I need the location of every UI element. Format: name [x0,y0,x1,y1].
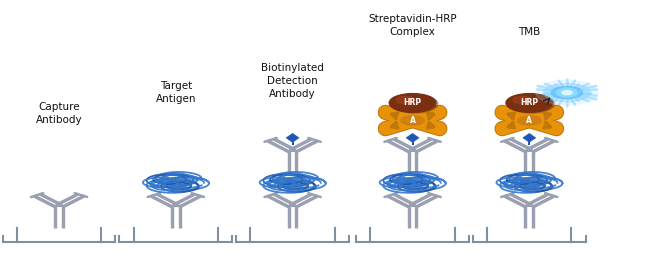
Polygon shape [406,133,419,142]
Circle shape [517,116,541,125]
Text: Target
Antigen: Target Antigen [155,81,196,104]
Circle shape [396,96,415,104]
Circle shape [562,90,572,95]
Circle shape [508,94,554,113]
Text: Capture
Antibody: Capture Antibody [36,102,83,125]
Text: Biotinylated
Detection
Antibody: Biotinylated Detection Antibody [261,63,324,99]
Text: A: A [410,116,415,125]
Circle shape [401,116,424,125]
Polygon shape [523,133,536,142]
Polygon shape [286,133,299,142]
Circle shape [551,86,582,99]
Circle shape [506,94,552,112]
Circle shape [536,80,598,105]
Text: Streptavidin-HRP
Complex: Streptavidin-HRP Complex [369,14,457,37]
Text: A: A [526,116,532,125]
Text: HRP: HRP [520,99,538,107]
Circle shape [513,96,532,104]
Circle shape [391,94,438,113]
Circle shape [389,94,436,112]
Circle shape [543,83,590,102]
Circle shape [556,88,577,97]
Text: HRP: HRP [404,99,422,107]
Text: TMB: TMB [518,27,540,37]
